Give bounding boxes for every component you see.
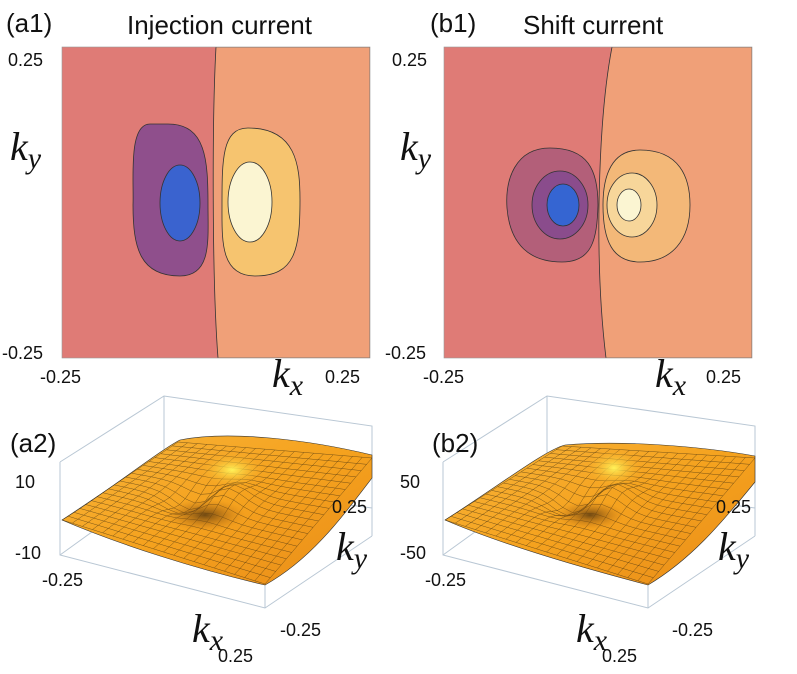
mesh-line <box>607 455 717 572</box>
mesh-line <box>254 457 363 581</box>
mesh-line <box>617 456 727 575</box>
ztick-top-b2: 50 <box>400 472 420 492</box>
panel-label-a2: (a2) <box>10 428 56 458</box>
xlabel-b1: kx <box>655 351 687 402</box>
ylabel-a1: ky <box>10 124 42 175</box>
xtick-left-a1: -0.25 <box>40 367 81 387</box>
positive-core-contour-b1 <box>616 188 642 222</box>
mesh-line <box>73 511 276 572</box>
mesh-line <box>566 453 678 559</box>
mesh-line <box>456 512 659 572</box>
valley-shadow-a2 <box>165 499 245 531</box>
panel-b1: (b1) Shift current 0.25 -0.25 -0.25 0.25… <box>385 8 753 402</box>
title-b1: Shift current <box>523 10 664 40</box>
xtick-left-a2: -0.25 <box>42 570 83 590</box>
mesh-line <box>462 508 665 566</box>
panel-label-b2: (b2) <box>432 428 478 458</box>
mesh-line <box>450 516 654 578</box>
mesh-line <box>183 451 295 559</box>
mesh-line <box>444 519 649 585</box>
mesh-line <box>637 457 746 581</box>
mesh-line <box>234 455 344 575</box>
panel-label-a1: (a1) <box>6 8 52 38</box>
ylabel-a2: ky <box>336 524 368 575</box>
ylabel-b2: ky <box>718 524 750 575</box>
mesh-line <box>586 454 698 565</box>
frame-b1 <box>443 46 753 359</box>
panel-label-b1: (b1) <box>430 8 476 38</box>
ytick-top-b1: 0.25 <box>392 50 427 70</box>
ytick-bottom-a2: -0.25 <box>280 620 321 640</box>
mesh-line <box>503 482 702 522</box>
mesh-line <box>173 450 285 556</box>
panel-a2: (a2) 10 -10 -0.25 0.25 0.25 -0.25 ky kx <box>10 395 373 666</box>
xlabel-b2: kx <box>576 606 608 657</box>
ytick-bottom-b1: -0.25 <box>385 343 426 363</box>
peak-highlight-b2 <box>584 448 644 488</box>
mesh-line <box>61 519 266 585</box>
mesh-line <box>79 508 282 566</box>
mesh-line <box>85 504 287 560</box>
ytick-top-b2: 0.25 <box>716 497 751 517</box>
panel-a1: (a1) Injection current 0.25 -0.25 -0.25 … <box>2 8 371 402</box>
ztick-top-a2: 10 <box>15 472 35 492</box>
xtick-left-b2: -0.25 <box>425 570 466 590</box>
mesh-line <box>119 480 319 522</box>
contour-plot-b1 <box>444 47 752 358</box>
xtick-right-a1: 0.25 <box>325 367 360 387</box>
mesh-line <box>193 452 305 562</box>
ytick-bottom-a1: -0.25 <box>2 343 43 363</box>
panel-b2: (b2) 50 -50 -0.25 0.25 0.25 -0.25 ky kx <box>400 395 756 666</box>
ytick-top-a1: 0.25 <box>8 50 43 70</box>
xtick-right-b2: 0.25 <box>602 646 637 666</box>
ztick-bottom-a2: -10 <box>15 543 41 563</box>
mesh-line <box>224 454 334 572</box>
ztick-bottom-b2: -50 <box>400 543 426 563</box>
ylabel-b1: ky <box>400 124 432 175</box>
mesh-line <box>647 457 756 585</box>
mesh-line <box>597 454 707 569</box>
mesh-line <box>67 515 271 578</box>
xlabel-a1: kx <box>272 351 304 402</box>
mesh-line <box>264 457 373 585</box>
ytick-top-a2: 0.25 <box>332 497 367 517</box>
xtick-right-b1: 0.25 <box>706 367 741 387</box>
mesh-line <box>627 456 736 578</box>
frame-a1 <box>61 46 371 359</box>
positive-core-contour-a1 <box>227 161 273 243</box>
negative-core-contour-a1 <box>159 164 201 242</box>
xtick-left-b1: -0.25 <box>423 367 464 387</box>
valley-shadow-b2 <box>556 501 624 529</box>
xlabel-a2: kx <box>192 606 224 657</box>
ytick-bottom-b2: -0.25 <box>672 620 713 640</box>
mesh-line <box>203 453 314 565</box>
mesh-line <box>576 453 688 562</box>
title-a1: Injection current <box>127 10 313 40</box>
negative-core-contour-b1 <box>546 183 580 227</box>
contour-plot-a1 <box>62 47 370 358</box>
mesh-line <box>244 456 353 578</box>
peak-highlight-a2 <box>198 452 266 488</box>
mesh-line <box>214 453 324 569</box>
xtick-right-a2: 0.25 <box>218 646 253 666</box>
mesh-line <box>497 486 697 528</box>
mesh-line <box>114 484 314 528</box>
mesh-line <box>468 504 670 560</box>
